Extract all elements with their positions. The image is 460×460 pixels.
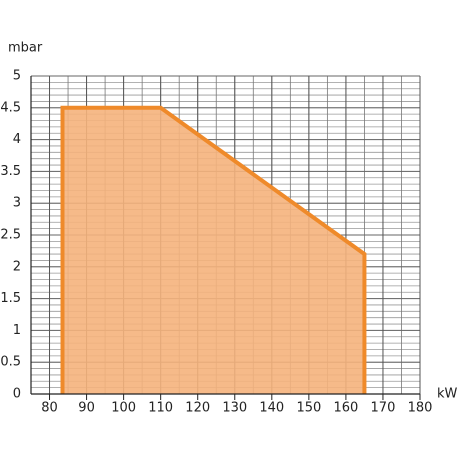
y-tick-label: 4: [13, 132, 21, 147]
y-tick-label: 3: [13, 196, 21, 211]
x-tick-label: 170: [371, 401, 396, 416]
y-tick-label: 5: [13, 69, 21, 84]
x-tick-label: 160: [333, 401, 358, 416]
y-tick-label: 3.5: [0, 164, 21, 179]
x-tick-label: 150: [296, 401, 321, 416]
y-tick-label: 0: [13, 387, 21, 402]
x-tick-label: 110: [148, 401, 173, 416]
x-tick-label: 140: [259, 401, 284, 416]
x-tick-label: 80: [41, 401, 58, 416]
y-tick-label: 1.5: [0, 291, 21, 306]
x-tick-label: 120: [185, 401, 210, 416]
y-tick-label: 0.5: [0, 355, 21, 370]
x-tick-label: 90: [78, 401, 95, 416]
y-tick-label: 4.5: [0, 100, 21, 115]
x-tick-label: 130: [222, 401, 247, 416]
area-outline: [60, 105, 367, 394]
x-axis-label: kW: [437, 387, 458, 402]
x-tick-label: 100: [111, 401, 136, 416]
y-tick-label: 2: [13, 259, 21, 274]
area: [62, 107, 365, 395]
y-tick-label: 1: [13, 323, 21, 338]
y-axis-label: mbar: [8, 41, 43, 56]
y-tick-label: 2.5: [0, 228, 21, 243]
x-tick-label: 180: [408, 401, 433, 416]
